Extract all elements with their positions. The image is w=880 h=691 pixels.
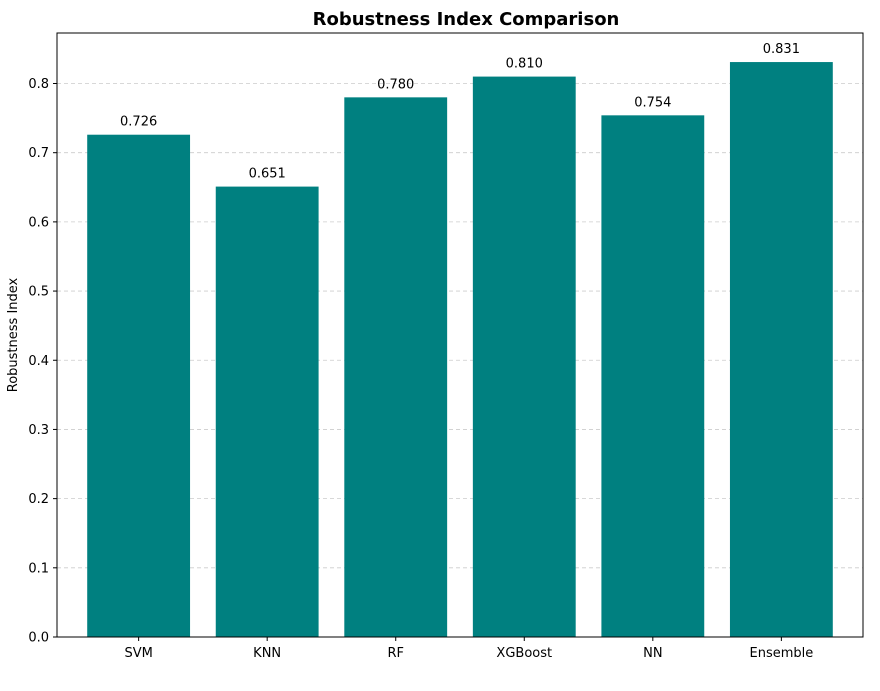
bar-ensemble <box>729 62 833 638</box>
bar-value-label: 0.754 <box>634 95 671 110</box>
y-tick-label: 0.6 <box>28 215 49 230</box>
x-tick-label: SVM <box>124 646 152 661</box>
grid-lines <box>57 83 863 569</box>
x-tick-label: KNN <box>253 646 281 661</box>
x-tick-label: XGBoost <box>496 646 552 661</box>
y-tick-label: 0.5 <box>28 285 49 300</box>
bar-value-label: 0.810 <box>506 57 543 72</box>
x-tick-label: Ensemble <box>749 646 813 661</box>
bar-value-label: 0.780 <box>377 77 414 92</box>
chart-title: Robustness Index Comparison <box>313 9 620 30</box>
bar-value-label: 0.651 <box>249 167 286 182</box>
bar-svm <box>87 134 191 637</box>
bar-xgboost <box>472 76 576 637</box>
value-labels: 0.726 0.651 0.780 0.810 0.754 0.831 <box>120 42 800 182</box>
y-tick-label: 0.2 <box>28 492 49 507</box>
y-tick-label: 0.3 <box>28 423 49 438</box>
bars <box>87 62 833 638</box>
y-tick-label: 0.7 <box>28 146 49 161</box>
axes: 0.0 0.1 0.2 0.3 0.4 0.5 0.6 0.7 0.8 SVM KNN RF XGBoo… <box>28 32 864 661</box>
y-axis-label: Robustness Index <box>6 277 21 392</box>
y-tick-label: 0.0 <box>28 631 49 646</box>
bar-nn <box>601 115 705 637</box>
y-tick-label: 0.1 <box>28 561 49 576</box>
bar-value-label: 0.726 <box>120 115 157 130</box>
y-tick-label: 0.4 <box>28 354 49 369</box>
plot-frame <box>56 32 864 638</box>
x-tick-label: NN <box>643 646 662 661</box>
y-tick-label: 0.8 <box>28 77 49 92</box>
x-tick-label: RF <box>387 646 404 661</box>
bar-value-label: 0.831 <box>763 42 800 57</box>
bar-knn <box>215 186 319 638</box>
bar-rf <box>344 97 448 638</box>
